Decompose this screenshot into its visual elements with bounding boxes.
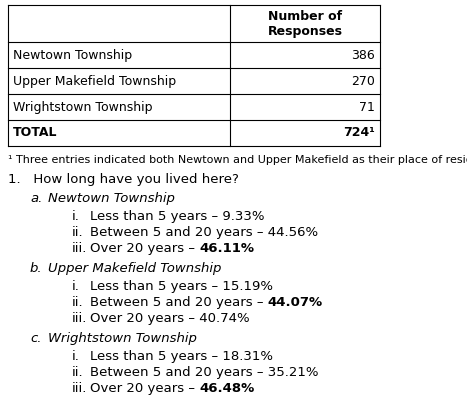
Text: Upper Makefield Township: Upper Makefield Township: [48, 262, 221, 275]
Text: Less than 5 years – 18.31%: Less than 5 years – 18.31%: [90, 350, 273, 363]
Text: 386: 386: [351, 49, 375, 61]
Text: TOTAL: TOTAL: [13, 126, 57, 140]
Text: 1.   How long have you lived here?: 1. How long have you lived here?: [8, 173, 239, 186]
Text: 46.48%: 46.48%: [199, 382, 255, 395]
Text: c.: c.: [30, 332, 42, 345]
Text: Less than 5 years – 15.19%: Less than 5 years – 15.19%: [90, 280, 273, 293]
Text: i.: i.: [72, 280, 80, 293]
Text: Upper Makefield Township: Upper Makefield Township: [13, 75, 176, 87]
Text: b.: b.: [30, 262, 42, 275]
Text: i.: i.: [72, 350, 80, 363]
Text: ii.: ii.: [72, 296, 84, 309]
Text: a.: a.: [30, 192, 42, 205]
Text: Between 5 and 20 years – 35.21%: Between 5 and 20 years – 35.21%: [90, 366, 318, 379]
Text: Over 20 years – 40.74%: Over 20 years – 40.74%: [90, 312, 250, 325]
Text: Wrightstown Township: Wrightstown Township: [48, 332, 197, 345]
Text: Less than 5 years – 9.33%: Less than 5 years – 9.33%: [90, 210, 264, 223]
Text: iii.: iii.: [72, 242, 87, 255]
Text: Over 20 years –: Over 20 years –: [90, 382, 199, 395]
Text: iii.: iii.: [72, 382, 87, 395]
Text: ii.: ii.: [72, 366, 84, 379]
Text: Wrightstown Township: Wrightstown Township: [13, 101, 153, 113]
Text: iii.: iii.: [72, 312, 87, 325]
Text: i.: i.: [72, 210, 80, 223]
Text: 270: 270: [351, 75, 375, 87]
Text: 46.11%: 46.11%: [199, 242, 254, 255]
Text: Between 5 and 20 years –: Between 5 and 20 years –: [90, 296, 268, 309]
Text: Newtown Township: Newtown Township: [13, 49, 132, 61]
Text: ii.: ii.: [72, 226, 84, 239]
Text: Over 20 years –: Over 20 years –: [90, 242, 199, 255]
Text: Between 5 and 20 years – 44.56%: Between 5 and 20 years – 44.56%: [90, 226, 318, 239]
Text: ¹ Three entries indicated both Newtown and Upper Makefield as their place of res: ¹ Three entries indicated both Newtown a…: [8, 155, 467, 165]
Text: 71: 71: [359, 101, 375, 113]
Text: 44.07%: 44.07%: [268, 296, 323, 309]
Text: 724¹: 724¹: [343, 126, 375, 140]
Text: Number of
Responses: Number of Responses: [268, 9, 342, 37]
Text: Newtown Township: Newtown Township: [48, 192, 175, 205]
